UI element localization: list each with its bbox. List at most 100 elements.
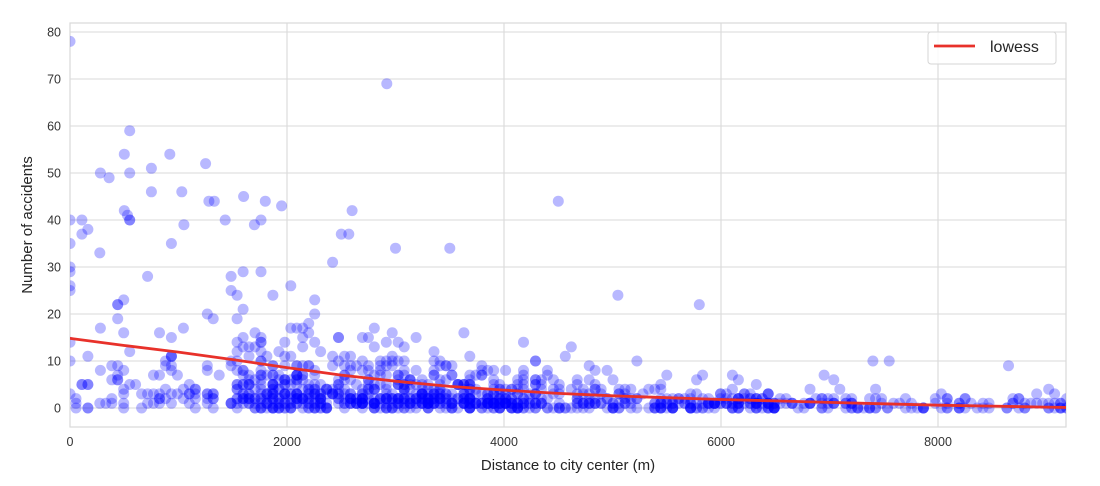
data-point — [625, 402, 637, 414]
data-point — [768, 402, 780, 414]
data-point — [189, 383, 201, 395]
data-point — [345, 350, 356, 362]
data-point — [297, 393, 309, 405]
data-point — [494, 397, 506, 409]
data-point — [667, 402, 679, 414]
data-point — [303, 383, 315, 395]
y-axis-label: Number of accidents — [19, 156, 36, 294]
data-point — [685, 397, 697, 409]
data-point — [333, 374, 344, 386]
data-point — [285, 374, 297, 386]
data-point — [494, 397, 506, 409]
data-point — [345, 388, 356, 400]
data-point — [70, 355, 76, 367]
data-point — [530, 397, 541, 409]
data-point — [434, 402, 446, 414]
data-point — [392, 369, 404, 381]
data-point — [309, 308, 321, 320]
gridlines — [70, 23, 1066, 427]
data-point — [488, 402, 500, 414]
data-point — [732, 402, 744, 414]
data-point — [900, 393, 911, 405]
data-point — [500, 397, 512, 409]
data-point — [255, 402, 267, 414]
data-point — [285, 322, 297, 334]
data-point — [416, 383, 428, 395]
data-point — [231, 364, 243, 376]
data-point — [321, 402, 333, 414]
data-point — [410, 393, 422, 405]
data-point — [267, 369, 279, 381]
data-point — [661, 397, 673, 409]
data-point — [488, 397, 500, 409]
data-point — [768, 402, 780, 414]
data-point — [291, 393, 303, 405]
data-point — [655, 397, 667, 409]
data-point — [327, 383, 339, 395]
data-point — [612, 289, 624, 301]
data-point — [1013, 393, 1025, 405]
data-point — [154, 388, 165, 400]
data-point — [70, 393, 82, 405]
data-point — [243, 393, 255, 405]
y-axis-ticks: 0 10 20 30 40 50 60 70 80 — [47, 26, 61, 416]
data-point — [267, 402, 279, 414]
data-point — [464, 402, 476, 414]
data-point — [279, 379, 291, 390]
data-point — [446, 360, 458, 372]
data-point — [303, 388, 315, 400]
data-point — [464, 397, 476, 409]
data-point — [368, 322, 380, 334]
data-point — [446, 369, 458, 381]
data-point — [667, 402, 679, 414]
data-point — [303, 397, 315, 409]
data-point — [404, 397, 416, 409]
data-point — [231, 336, 243, 348]
data-point — [390, 242, 401, 254]
data-point — [309, 393, 321, 405]
data-point — [315, 388, 327, 400]
data-point — [410, 393, 422, 405]
data-point — [571, 397, 583, 409]
data-point — [428, 388, 440, 400]
data-point — [464, 397, 476, 409]
y-tick-label: 30 — [47, 261, 61, 275]
data-point — [160, 393, 171, 405]
data-point — [386, 350, 398, 362]
data-point — [386, 397, 398, 409]
data-point — [410, 397, 422, 409]
data-point — [154, 397, 165, 409]
data-point — [249, 374, 261, 386]
data-point — [303, 397, 315, 409]
data-point — [804, 383, 816, 395]
data-point — [935, 388, 947, 400]
data-point — [726, 369, 738, 381]
data-point — [518, 364, 529, 376]
data-point — [309, 294, 321, 306]
data-point — [380, 388, 392, 400]
data-point — [470, 397, 482, 409]
data-point — [482, 402, 494, 414]
data-point — [267, 289, 279, 301]
data-point — [356, 397, 368, 409]
data-point — [201, 364, 213, 376]
data-point — [530, 397, 541, 409]
data-point — [416, 393, 428, 405]
data-point — [428, 369, 440, 381]
data-point — [189, 388, 201, 400]
data-point — [494, 402, 506, 414]
data-point — [94, 364, 106, 376]
data-point — [177, 393, 189, 405]
data-point — [535, 397, 547, 409]
data-point — [535, 393, 547, 405]
data-point — [512, 402, 524, 414]
y-tick-label: 20 — [47, 308, 61, 322]
data-point — [255, 266, 267, 278]
data-point — [518, 397, 529, 409]
data-point — [176, 186, 188, 198]
data-point — [261, 388, 273, 400]
data-point — [273, 393, 285, 405]
data-point — [846, 402, 858, 414]
data-point — [440, 360, 452, 372]
data-point — [535, 379, 547, 390]
